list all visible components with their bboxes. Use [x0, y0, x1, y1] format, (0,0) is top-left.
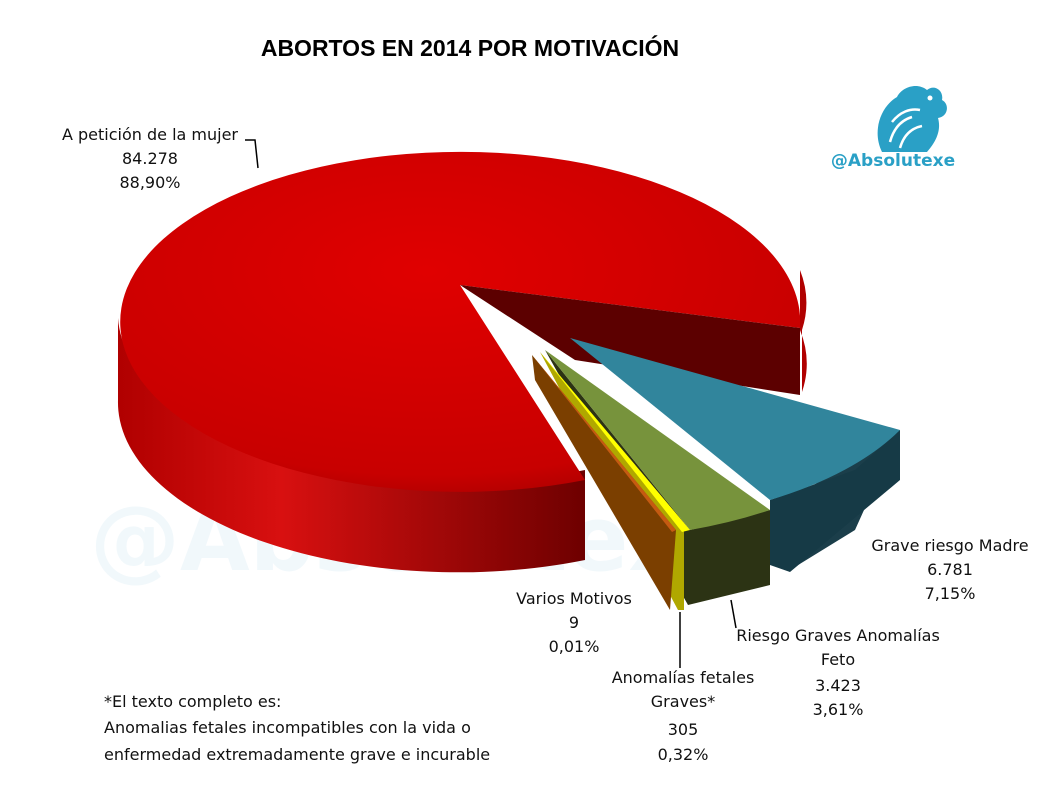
- label-value: 6.781: [927, 560, 973, 579]
- label-value: 305: [668, 720, 699, 739]
- label-value: 3.423: [815, 676, 861, 695]
- slice-anomalias-graves: [540, 352, 690, 532]
- leader-line-peticion: [245, 139, 259, 169]
- footnote: *El texto completo es: Anomalias fetales…: [104, 692, 490, 764]
- brand-handle: @Absolutexe: [831, 151, 955, 171]
- label-percent: 0,01%: [549, 637, 600, 656]
- footnote-line3: enfermedad extremadamente grave e incura…: [104, 745, 490, 764]
- slice-varios: [532, 355, 676, 532]
- label-name-line2: Graves*: [651, 692, 715, 711]
- chart-title: ABORTOS EN 2014 POR MOTIVACIÓN: [261, 34, 679, 61]
- slice-cut-face: [460, 285, 800, 395]
- label-name-line1: Anomalías fetales: [612, 668, 755, 687]
- slice-rim-right-depth: [800, 270, 807, 392]
- label-value: 9: [569, 613, 579, 632]
- slice-side-varios: [532, 355, 676, 610]
- data-label-anomalias-graves: Anomalías fetales Graves* 305 0,32%: [612, 668, 755, 764]
- label-name: A petición de la mujer: [62, 125, 238, 144]
- footnote-line1: *El texto completo es:: [104, 692, 281, 711]
- slice-anomalias-feto: [545, 350, 770, 530]
- data-label-riesgo-madre: Grave riesgo Madre 6.781 7,15%: [871, 536, 1028, 603]
- label-percent: 7,15%: [925, 584, 976, 603]
- slice-side-peticion: [117, 318, 585, 573]
- data-label-peticion: A petición de la mujer 84.278 88,90%: [62, 125, 238, 192]
- label-percent: 3,61%: [813, 700, 864, 719]
- data-label-varios: Varios Motivos 9 0,01%: [516, 589, 632, 656]
- griffin-logo-icon: [877, 86, 947, 152]
- slice-peticion: [120, 151, 801, 492]
- label-name: Grave riesgo Madre: [871, 536, 1028, 555]
- data-label-anomalias-feto: Riesgo Graves Anomalías Feto 3.423 3,61%: [736, 626, 940, 719]
- leader-line-anomalias-feto: [730, 599, 737, 629]
- label-percent: 0,32%: [658, 745, 709, 764]
- label-value: 84.278: [122, 149, 178, 168]
- slice-side-riesgo-madre-front: [770, 430, 900, 572]
- label-name-line1: Riesgo Graves Anomalías: [736, 626, 940, 645]
- label-name-line2: Feto: [821, 650, 855, 669]
- slice-side-anomalias-feto: [545, 350, 770, 605]
- slice-riesgo-madre: [570, 338, 900, 500]
- label-percent: 88,90%: [119, 173, 180, 192]
- label-name: Varios Motivos: [516, 589, 632, 608]
- footnote-line2: Anomalias fetales incompatibles con la v…: [104, 718, 471, 737]
